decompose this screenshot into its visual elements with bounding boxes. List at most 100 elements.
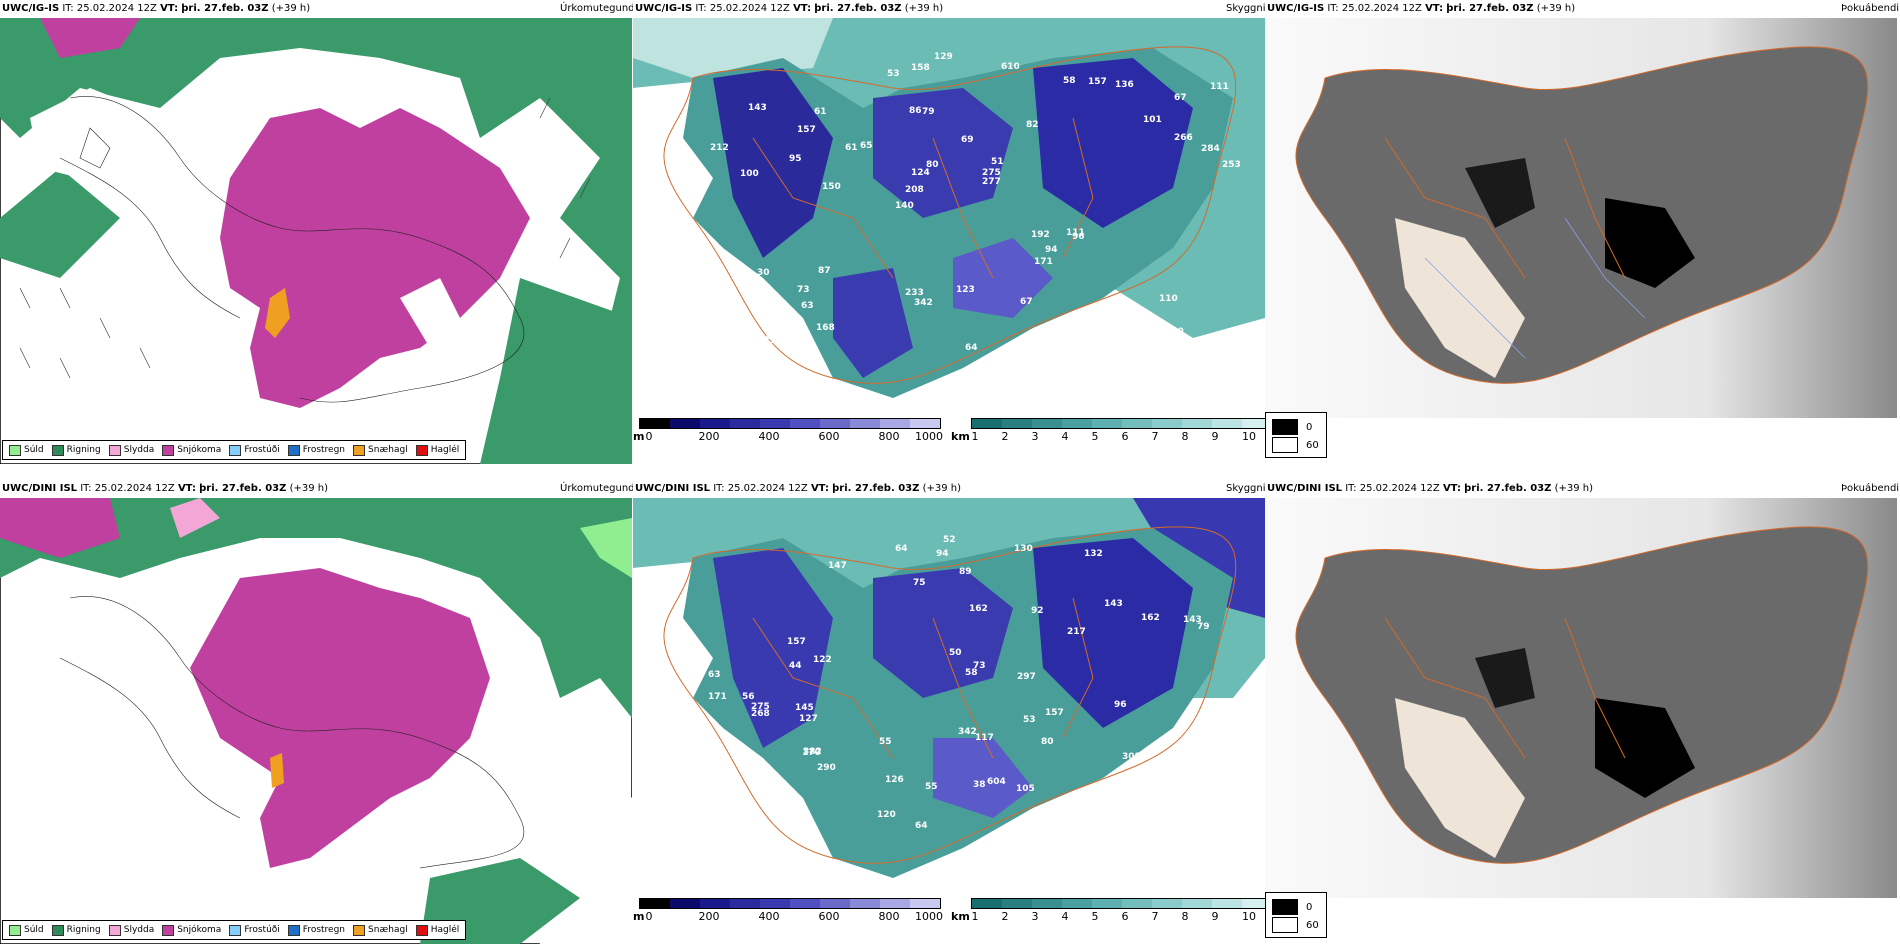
legend-item: Snæhagl [353, 444, 408, 456]
elevation-label: 64 [895, 544, 908, 554]
elevation-label: 110 [1159, 294, 1178, 304]
elevation-label: 63 [766, 332, 779, 342]
elevation-label: 94 [1045, 245, 1058, 255]
elevation-label: 290 [817, 763, 836, 773]
elevation-label: 140 [895, 201, 914, 211]
elevation-label: 145 [795, 703, 814, 713]
elevation-label: 80 [1041, 737, 1054, 747]
elevation-label: 51 [991, 157, 1004, 167]
elevation-label: 143 [748, 103, 767, 113]
elevation-label: 67 [1174, 93, 1187, 103]
elevation-label: 61 [718, 314, 731, 324]
elevation-label: 105 [1123, 327, 1142, 337]
elevation-label: 382 [803, 747, 822, 757]
legend-item: Frostúði [229, 444, 280, 456]
elevation-label: 64 [915, 821, 928, 831]
panel-title: UWC/IG-IS IT: 25.02.2024 12Z VT: þri. 27… [635, 3, 944, 14]
panel-name: Skyggni [1226, 3, 1265, 14]
elevation-label: 162 [1141, 613, 1160, 623]
elevation-label: 266 [1174, 133, 1193, 143]
legend-item: Slydda [108, 924, 154, 936]
elevation-label: 168 [816, 323, 835, 333]
elevation-label: 157 [797, 125, 816, 135]
elevation-label: 92 [1031, 606, 1044, 616]
elevation-label: 122 [813, 655, 832, 665]
forecast-row-dini: UWC/DINI ISL IT: 25.02.2024 12Z VT: þri.… [0, 480, 1900, 950]
elevation-label: 76 [1126, 774, 1139, 784]
elevation-label: 61 [845, 143, 858, 153]
elevation-label: 117 [975, 733, 994, 743]
legend-item: Rigning [51, 444, 101, 456]
panel-title: UWC/IG-IS IT: 25.02.2024 12Z VT: þri. 27… [1267, 3, 1576, 14]
elevation-label: 212 [710, 143, 729, 153]
elevation-label: 50 [949, 648, 962, 658]
legend-item: Snæhagl [353, 924, 408, 936]
fog-map [1265, 498, 1897, 898]
fog-index-panel: UWC/IG-IS IT: 25.02.2024 12Z VT: þri. 27… [1265, 0, 1900, 470]
elevation-label: 158 [911, 63, 930, 73]
fog-map [1265, 18, 1897, 418]
elevation-label: 300 [724, 333, 743, 343]
elevation-label: 44 [789, 661, 802, 671]
elevation-label: 147 [828, 561, 847, 571]
elevation-label: 268 [751, 709, 770, 719]
elevation-label: 275 [982, 168, 1001, 178]
elevation-label: 132 [1084, 549, 1103, 559]
elevation-label: 124 [911, 168, 930, 178]
elevation-label: 342 [914, 298, 933, 308]
elevation-label: 95 [789, 154, 802, 164]
elevation-label: 100 [740, 169, 759, 179]
elevation-label: 73 [797, 285, 810, 295]
elevation-label: 96 [1114, 700, 1127, 710]
elevation-label: 127 [799, 714, 818, 724]
elevation-label: 610 [1001, 62, 1020, 72]
elevation-label: 73 [973, 661, 986, 671]
legend-item: Haglél [415, 924, 459, 936]
precip-map [0, 18, 632, 464]
panel-name: Þokuábendi [1841, 483, 1900, 494]
elevation-label: 64 [965, 343, 978, 353]
elevation-label: 284 [1201, 144, 1220, 154]
elevation-label: 120 [877, 810, 896, 820]
elevation-label: 96 [1072, 232, 1085, 242]
elevation-label: 308 [1122, 752, 1141, 762]
elevation-label: 136 [1115, 80, 1134, 90]
panel-title: UWC/DINI ISL IT: 25.02.2024 12Z VT: þri.… [635, 483, 962, 494]
elevation-label: 342 [958, 727, 977, 737]
elevation-label: 171 [1034, 257, 1053, 267]
precip-legend: Súld Rigning Slydda Snjókoma Frostúði Fr… [2, 440, 467, 460]
elevation-label: 55 [925, 782, 938, 792]
elevation-label: 157 [787, 637, 806, 647]
elevation-label: 143 [1183, 615, 1202, 625]
fog-index-panel: UWC/DINI ISL IT: 25.02.2024 12Z VT: þri.… [1265, 480, 1900, 950]
elevation-label: 233 [905, 288, 924, 298]
cloud-visibility-panel: UWC/IG-IS IT: 25.02.2024 12Z VT: þri. 27… [633, 0, 1265, 470]
legend-item: Frostregn [287, 924, 345, 936]
elevation-label: 89 [959, 567, 972, 577]
elevation-label: 98 [768, 781, 781, 791]
legend-item: Frostúði [229, 924, 280, 936]
elevation-label: 61 [814, 107, 827, 117]
elevation-label: 105 [1016, 784, 1035, 794]
elevation-label: 52 [943, 535, 956, 545]
elevation-label: 89 [763, 336, 776, 346]
cloud-visibility-panel: UWC/DINI ISL IT: 25.02.2024 12Z VT: þri.… [633, 480, 1265, 950]
forecast-row-igis: UWC/IG-IS IT: 25.02.2024 12Z VT: þri. 27… [0, 0, 1900, 470]
elevation-label: 171 [708, 692, 727, 702]
elevation-label: 38 [973, 780, 986, 790]
elevation-label: 192 [1031, 230, 1050, 240]
elevation-label: 217 [1067, 627, 1086, 637]
legend-item: Haglél [415, 444, 459, 456]
panel-name: Þokuábendi [1841, 3, 1900, 14]
elevation-label: 87 [818, 266, 831, 276]
elevation-label: 162 [969, 604, 988, 614]
elevation-label: 75 [913, 578, 926, 588]
legend-item: Frostregn [287, 444, 345, 456]
elevation-label: 143 [1104, 599, 1123, 609]
elevation-label: 277 [982, 177, 1001, 187]
elevation-label: 208 [905, 185, 924, 195]
elevation-label: 297 [1017, 672, 1036, 682]
elevation-label: 111 [1066, 228, 1085, 238]
elevation-label: 30 [757, 268, 770, 278]
elevation-label: 62 [765, 347, 778, 357]
